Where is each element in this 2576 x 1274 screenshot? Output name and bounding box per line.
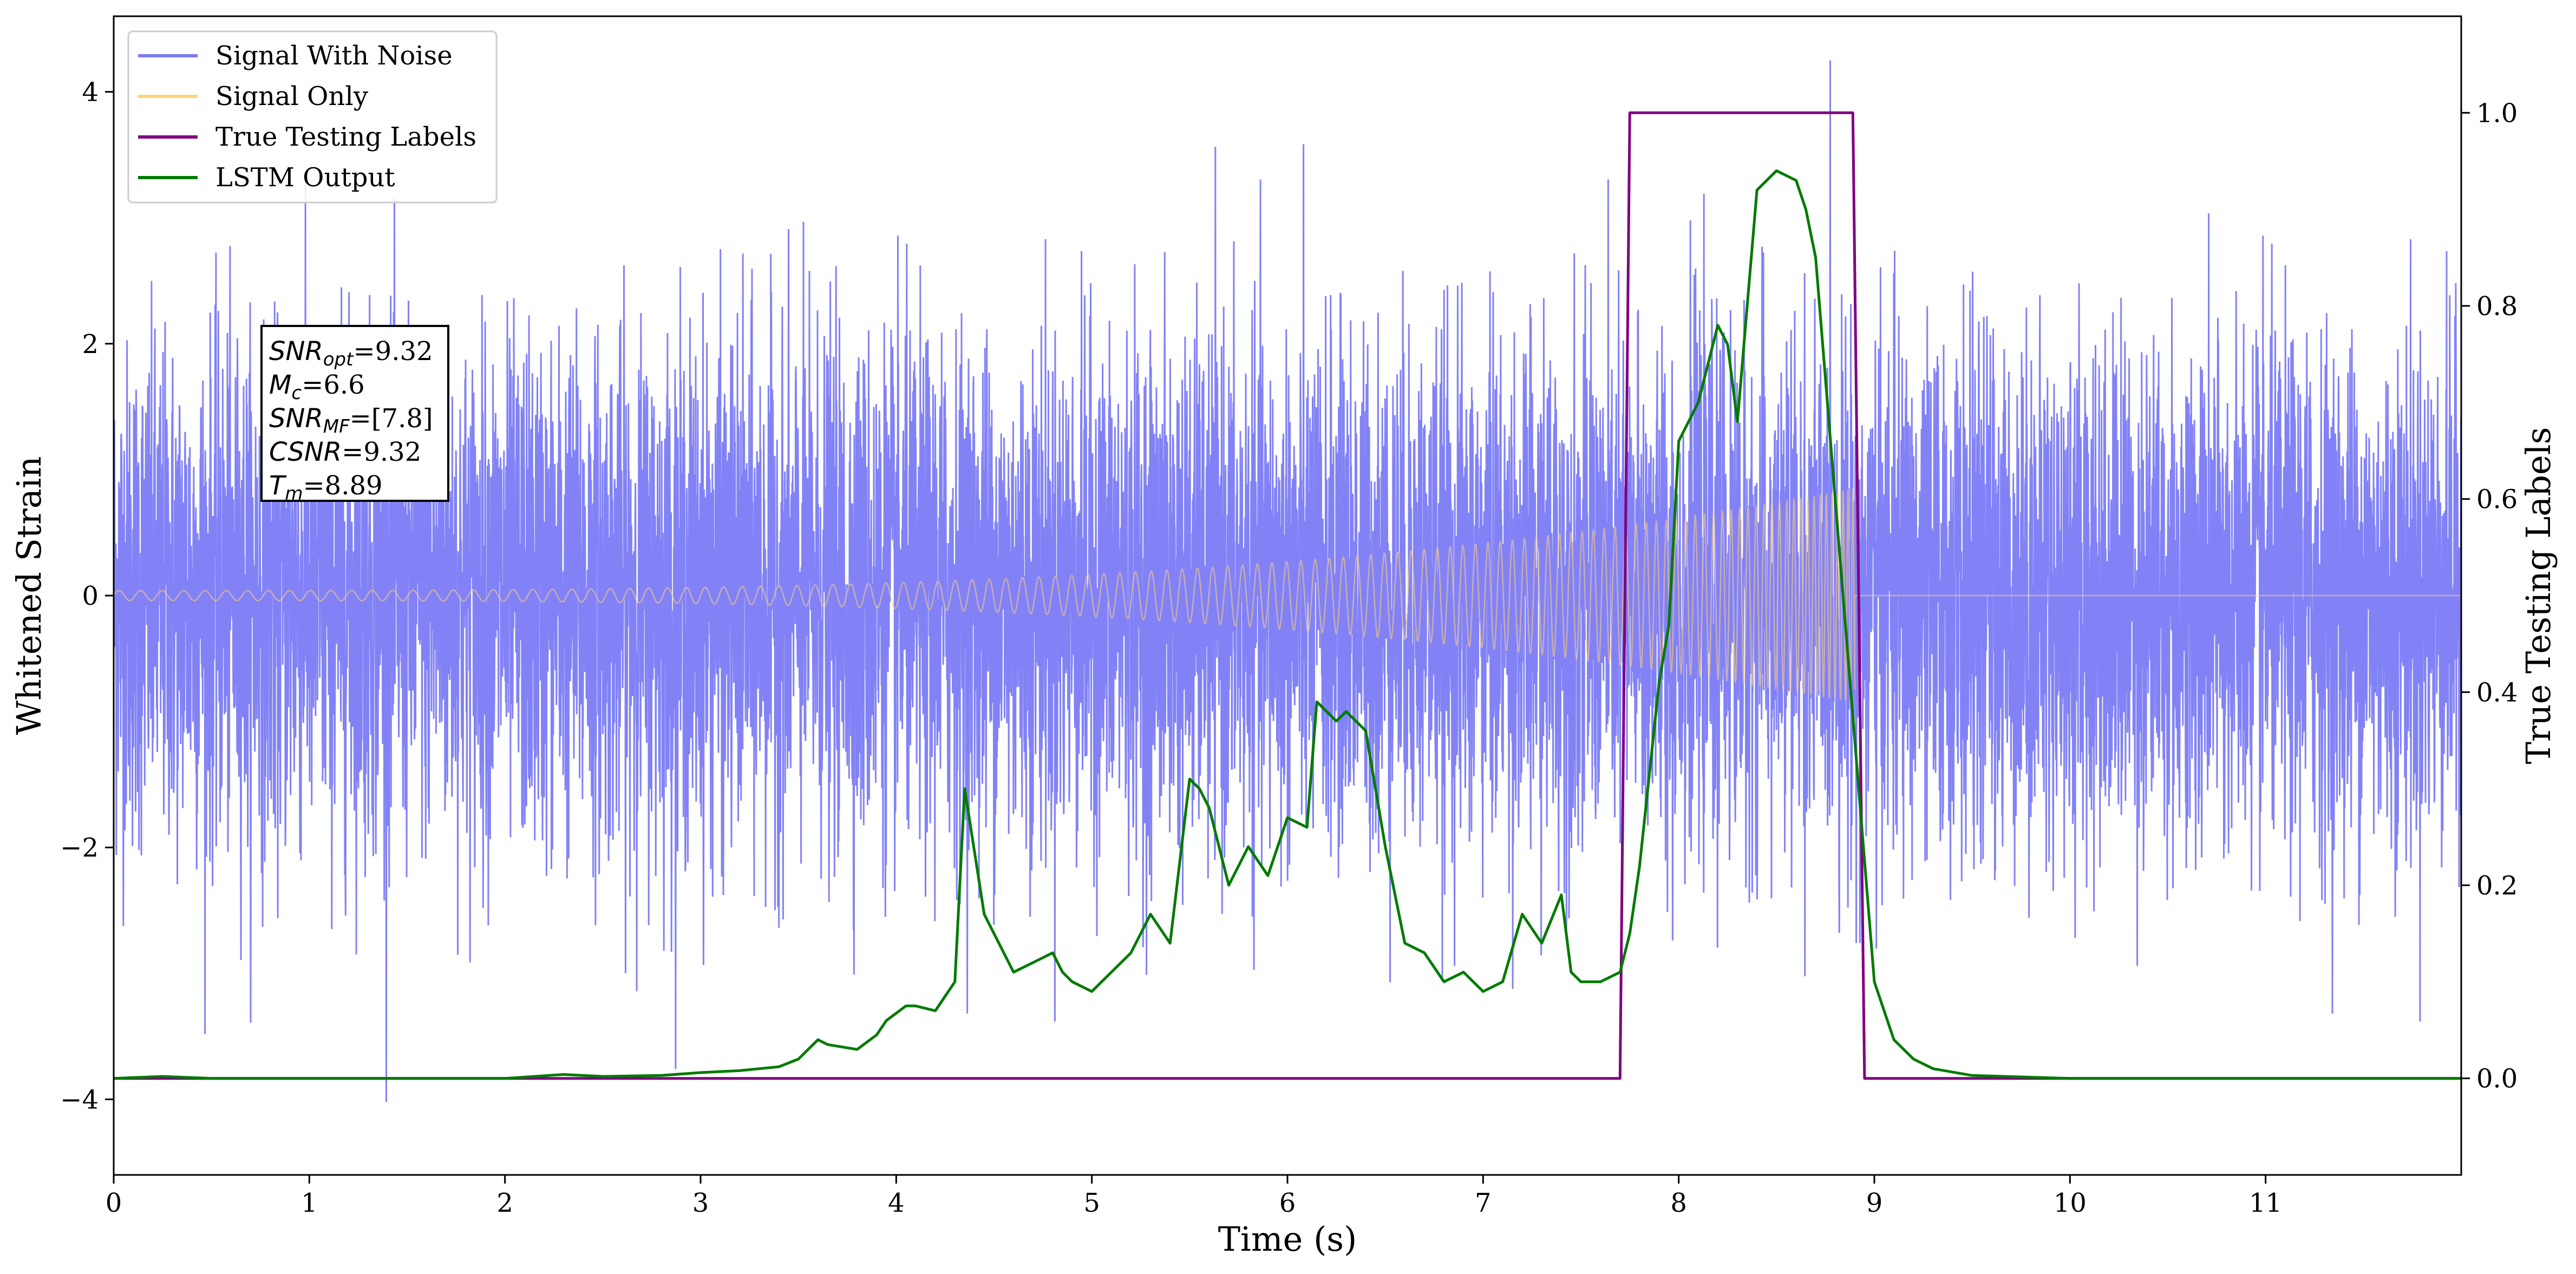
x-tick-label: 5 [1083,1188,1100,1218]
x-tick-label: 7 [1475,1188,1492,1218]
axes: 0 1 2 3 4 5 6 7 8 9 10 11 −4 −2 0 2 4 0.0 0.2 0.4 0.6 0.8 1.0 [60,77,2518,1218]
legend-frame [127,30,498,204]
annotation-line: SNRopt=9.32 [269,336,433,370]
y-right-tick-label: 0.6 [2476,485,2518,515]
y-left-tick-label: 0 [82,581,99,611]
x-tick-label: 4 [888,1188,905,1218]
annotation-line: SNRMF=[7.8] [269,403,433,437]
x-tick-label: 3 [692,1188,709,1218]
y-right-tick-label: 0.0 [2476,1064,2518,1094]
y-left-tick-label: 4 [82,77,99,108]
legend-label: True Testing Labels [215,122,476,152]
x-tick-label: 0 [106,1188,122,1218]
legend: Signal With Noise Signal Only True Testing… [127,30,498,204]
y-left-tick-label: 2 [82,329,99,360]
x-tick-label: 8 [1670,1188,1687,1218]
y-right-tick-label: 0.8 [2476,291,2518,322]
x-tick-label: 6 [1279,1188,1296,1218]
series-signal-only [114,486,2461,702]
y-left-tick-label: −2 [60,833,99,863]
x-tick-label: 2 [496,1188,513,1218]
annotation-line: CSNR=9.32 [269,437,421,467]
x-tick-label: 1 [301,1188,318,1218]
y-right-tick-label: 1.0 [2476,98,2518,128]
annotation-line: Tm=8.89 [269,471,383,505]
x-tick-label: 11 [2249,1188,2282,1218]
legend-label: LSTM Output [215,162,395,193]
legend-label: Signal Only [215,81,368,112]
x-tick-label: 9 [1866,1188,1883,1218]
series-true-testing-labels [114,111,2461,1080]
y-axis-title-right: True Testing Labels [2519,427,2558,765]
annotation-line: Mc=6.6 [269,370,365,404]
y-axis-title-left: Whitened Strain [9,456,49,735]
y-right-tick-label: 0.4 [2476,677,2518,708]
y-left-tick-label: −4 [60,1084,99,1115]
legend-label: Signal With Noise [215,41,453,71]
x-axis-title: Time (s) [1218,1219,1357,1259]
x-tick-label: 10 [2054,1188,2087,1218]
series-lstm-output [114,169,2461,1080]
series-signal-with-noise [114,60,2461,1102]
y-right-tick-label: 0.2 [2476,871,2518,901]
annotation-box [260,325,449,502]
plot-series [114,60,2461,1102]
